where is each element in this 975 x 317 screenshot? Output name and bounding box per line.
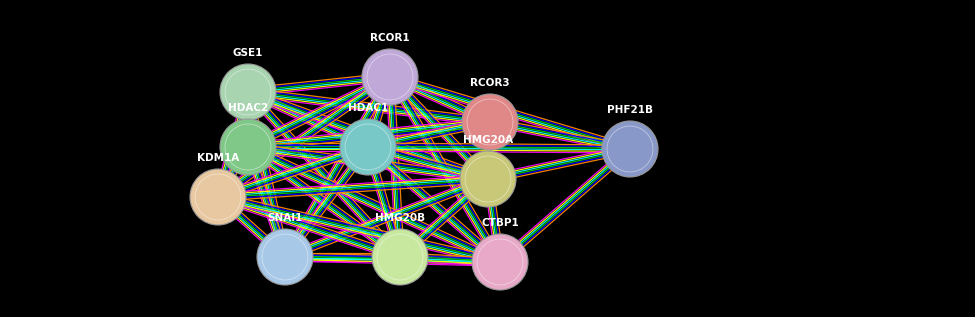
Text: HDAC1: HDAC1 <box>348 103 388 113</box>
Circle shape <box>362 49 418 105</box>
Circle shape <box>225 69 271 115</box>
Circle shape <box>190 169 246 225</box>
Text: GSE1: GSE1 <box>233 48 263 58</box>
Text: RCOR1: RCOR1 <box>370 33 410 43</box>
Circle shape <box>367 54 413 100</box>
Circle shape <box>460 151 516 207</box>
Circle shape <box>607 126 653 172</box>
Text: KDM1A: KDM1A <box>197 153 239 163</box>
Circle shape <box>477 239 523 285</box>
Circle shape <box>602 121 658 177</box>
Text: RCOR3: RCOR3 <box>470 78 510 88</box>
Circle shape <box>472 234 528 290</box>
Circle shape <box>195 174 241 220</box>
Circle shape <box>465 156 511 202</box>
Text: HMG20A: HMG20A <box>463 135 513 145</box>
Circle shape <box>462 94 518 150</box>
Circle shape <box>262 234 308 280</box>
Text: SNAI1: SNAI1 <box>267 213 302 223</box>
Circle shape <box>372 229 428 285</box>
Circle shape <box>377 234 423 280</box>
Circle shape <box>467 99 513 145</box>
Text: PHF21B: PHF21B <box>607 105 653 115</box>
Circle shape <box>225 124 271 170</box>
Circle shape <box>257 229 313 285</box>
Circle shape <box>220 64 276 120</box>
Text: HDAC2: HDAC2 <box>228 103 268 113</box>
Circle shape <box>340 119 396 175</box>
Circle shape <box>345 124 391 170</box>
Text: CTBP1: CTBP1 <box>481 218 519 228</box>
Circle shape <box>220 119 276 175</box>
Text: HMG20B: HMG20B <box>375 213 425 223</box>
